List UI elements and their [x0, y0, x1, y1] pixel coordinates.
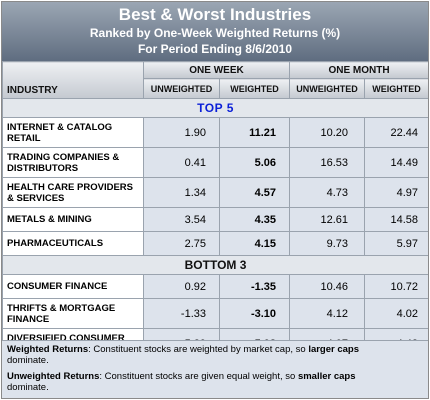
month-unweighted-cell: 10.20: [289, 117, 366, 148]
month-unweighted-cell: 10.46: [289, 274, 366, 299]
month-weighted-cell: 14.58: [364, 207, 428, 232]
one-week-header: ONE WEEK: [142, 61, 291, 79]
month-weighted-cell: 14.49: [364, 147, 428, 178]
weighted-returns-emphasis: larger caps: [308, 344, 360, 355]
week-weighted-cell: 4.15: [218, 231, 291, 256]
table-row: TRADING COMPANIES & DISTRIBUTORS 0.41 5.06…: [2, 147, 428, 178]
week-weighted-cell: 5.06: [218, 147, 291, 178]
title-block: Best & Worst Industries Ranked by One-We…: [2, 2, 428, 61]
month-unweighted-header: UNWEIGHTED: [289, 78, 366, 99]
weighted-returns-note: Weighted Returns: Constituent stocks are…: [7, 344, 423, 366]
month-weighted-header: WEIGHTED: [364, 78, 428, 99]
week-unweighted-cell: 2.75: [143, 231, 220, 256]
industry-column-header: INDUSTRY: [2, 61, 144, 99]
month-weighted-cell: 4.97: [364, 177, 428, 208]
unweighted-returns-emphasis: smaller caps: [297, 371, 356, 382]
week-unweighted-cell: 0.92: [143, 274, 220, 299]
unweighted-returns-note: Unweighted Returns: Constituent stocks a…: [7, 371, 423, 393]
month-weighted-cell: 4.02: [364, 298, 428, 329]
table-row: INTERNET & CATALOG RETAIL 1.90 11.21 10.20 2…: [2, 117, 428, 148]
weighted-returns-label: Weighted Returns: [7, 344, 89, 355]
weighted-returns-text: : Constituent stocks are weighted by mar…: [88, 344, 309, 355]
table-row: CONSUMER FINANCE 0.92 -1.35 10.46 10.72: [2, 274, 428, 299]
page-title: Best & Worst Industries: [118, 5, 312, 24]
month-weighted-cell: 5.97: [364, 231, 428, 256]
industry-name-cell: PHARMACEUTICALS: [2, 231, 144, 256]
month-unweighted-cell: 9.73: [289, 231, 366, 256]
page-subtitle: Ranked by One-Week Weighted Returns (%): [89, 26, 341, 40]
industry-name-cell: INTERNET & CATALOG RETAIL: [2, 117, 144, 148]
unweighted-returns-text: : Constituent stocks are given equal wei…: [99, 371, 298, 382]
industry-name-cell: HEALTH CARE PROVIDERS & SERVICES: [2, 177, 144, 208]
month-unweighted-cell: 12.61: [289, 207, 366, 232]
week-weighted-cell: 11.21: [218, 117, 291, 148]
month-unweighted-cell: 4.12: [289, 298, 366, 329]
week-unweighted-cell: 1.90: [143, 117, 220, 148]
week-weighted-cell: -1.35: [218, 274, 291, 299]
top-5-section-label: TOP 5: [2, 98, 428, 118]
table-row: THRIFTS & MORTGAGE FINANCE -1.33 -3.10 4.12…: [2, 298, 428, 329]
one-month-header: ONE MONTH: [289, 61, 428, 79]
week-weighted-cell: 4.35: [218, 207, 291, 232]
bottom-3-section-label: BOTTOM 3: [2, 255, 428, 275]
week-weighted-cell: -3.10: [218, 298, 291, 329]
month-unweighted-cell: 4.73: [289, 177, 366, 208]
week-weighted-cell: 4.57: [218, 177, 291, 208]
industry-name-cell: CONSUMER FINANCE: [2, 274, 144, 299]
week-unweighted-cell: 3.54: [143, 207, 220, 232]
industry-name-cell: TRADING COMPANIES & DISTRIBUTORS: [2, 147, 144, 178]
month-unweighted-cell: 16.53: [289, 147, 366, 178]
month-weighted-cell: 22.44: [364, 117, 428, 148]
week-unweighted-header: UNWEIGHTED: [143, 78, 220, 99]
industry-name-cell: THRIFTS & MORTGAGE FINANCE: [2, 298, 144, 329]
table-row: PHARMACEUTICALS 2.75 4.15 9.73 5.97: [2, 231, 428, 256]
unweighted-returns-end: dominate.: [7, 382, 49, 393]
week-unweighted-cell: 0.41: [143, 147, 220, 178]
weighted-returns-end: dominate.: [7, 355, 49, 366]
period-label: For Period Ending 8/6/2010: [137, 42, 293, 56]
week-unweighted-cell: 1.34: [143, 177, 220, 208]
table-row: METALS & MINING 3.54 4.35 12.61 14.58: [2, 207, 428, 232]
footnotes: Weighted Returns: Constituent stocks are…: [2, 340, 428, 398]
industries-table: INDUSTRY ONE WEEK ONE MONTH UNWEIGHTED W…: [2, 61, 428, 359]
week-unweighted-cell: -1.33: [143, 298, 220, 329]
month-weighted-cell: 10.72: [364, 274, 428, 299]
industry-name-cell: METALS & MINING: [2, 207, 144, 232]
table-row: HEALTH CARE PROVIDERS & SERVICES 1.34 4.57…: [2, 177, 428, 208]
week-weighted-header: WEIGHTED: [218, 78, 291, 99]
unweighted-returns-label: Unweighted Returns: [7, 371, 100, 382]
